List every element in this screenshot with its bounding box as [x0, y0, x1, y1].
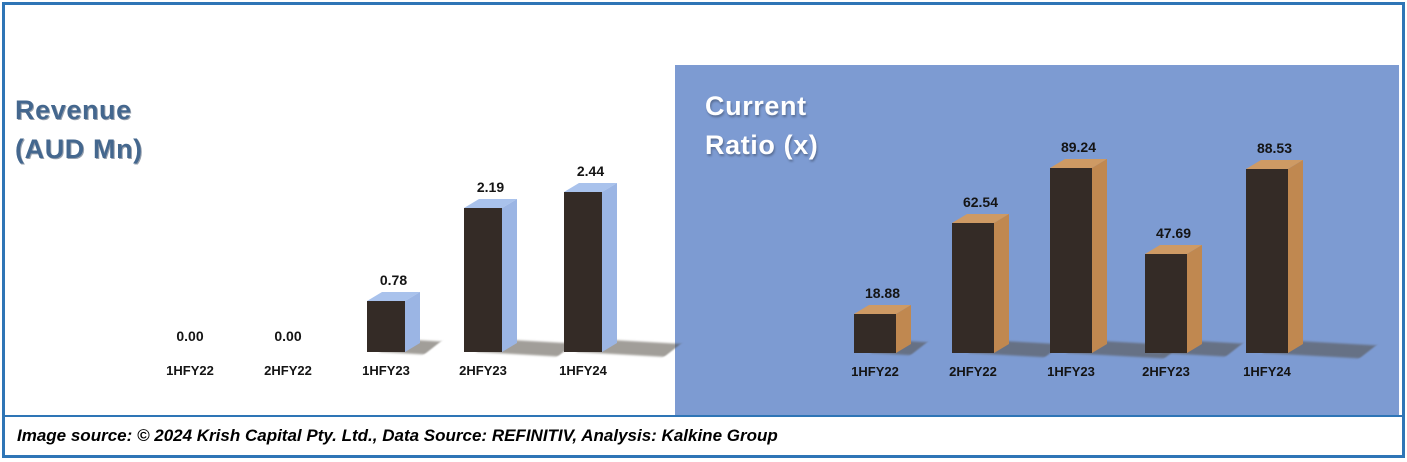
- value-label: 0.00: [274, 328, 302, 344]
- value-label: 47.69: [1155, 225, 1192, 241]
- bar-2HFY22: [952, 214, 1009, 353]
- caption-bar: Image source: © 2024 Krish Capital Pty. …: [5, 415, 1402, 455]
- bar-1HFY24: [1246, 160, 1303, 353]
- revenue-chart-title: Revenue (AUD Mn): [15, 91, 143, 169]
- image-source-caption: Image source: © 2024 Krish Capital Pty. …: [17, 426, 778, 445]
- category-label: 2HFY23: [1142, 364, 1190, 379]
- bar-1HFY23: [367, 292, 420, 352]
- chart-current-ratio: 18.88 1HFY22 62.54 2HFY22 89.24 1HFY23 47.69 2H…: [5, 5, 1402, 455]
- current-ratio-chart-title: Current Ratio (x): [705, 87, 818, 165]
- bar-1HFY22: [854, 305, 911, 353]
- value-label: 0.00: [176, 328, 204, 344]
- title-line: Current: [705, 91, 807, 121]
- bar-2HFY23: [1145, 245, 1202, 353]
- bar-1HFY24: [564, 183, 617, 352]
- bar-2HFY23: [464, 199, 517, 352]
- value-label: 0.78: [379, 272, 408, 288]
- category-label: 2HFY22: [949, 364, 997, 379]
- title-line: (AUD Mn): [15, 134, 143, 165]
- category-label: 2HFY23: [459, 363, 507, 378]
- category-label: 1HFY22: [166, 363, 214, 378]
- value-label: 2.44: [576, 163, 605, 179]
- value-label: 88.53: [1256, 140, 1293, 156]
- value-label: 89.24: [1060, 139, 1097, 155]
- value-label: 18.88: [864, 285, 901, 301]
- category-label: 1HFY24: [1243, 364, 1291, 379]
- category-label: 2HFY22: [264, 363, 312, 378]
- category-label: 1HFY23: [1047, 364, 1095, 379]
- bar-1HFY23: [1050, 159, 1107, 353]
- title-line: Ratio (x): [705, 130, 819, 161]
- category-label: 1HFY22: [851, 364, 899, 379]
- value-label: 2.19: [476, 179, 505, 195]
- value-label: 62.54: [962, 194, 999, 210]
- chart-revenue: 0.00 1HFY22 0.00 2HFY22 0.78 1HFY23 2.19 2HFY23…: [5, 5, 1402, 455]
- category-label: 1HFY24: [559, 363, 607, 378]
- title-line: Revenue: [15, 95, 132, 125]
- category-label: 1HFY23: [362, 363, 410, 378]
